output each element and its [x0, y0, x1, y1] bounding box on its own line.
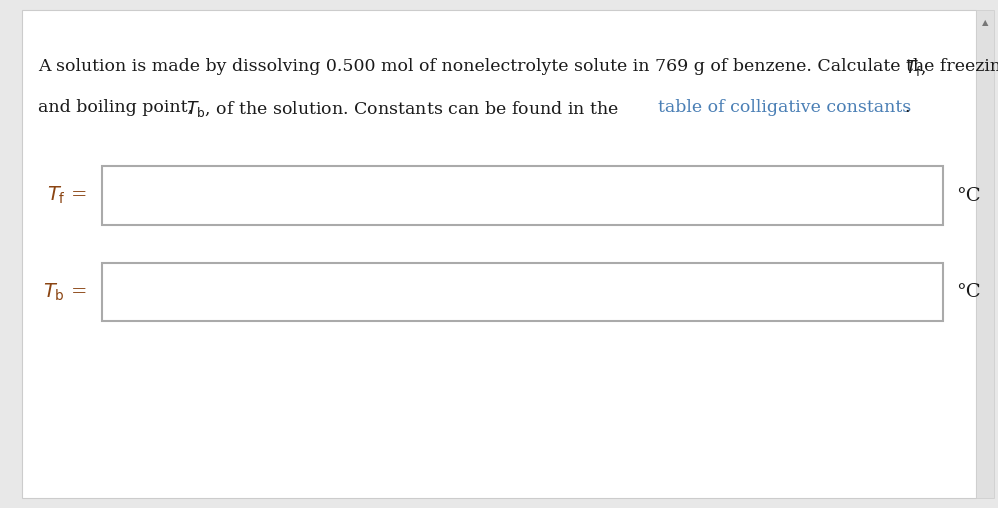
Text: ▲: ▲ — [982, 18, 988, 27]
FancyBboxPatch shape — [22, 10, 976, 498]
Text: and boiling point,: and boiling point, — [38, 99, 199, 116]
FancyBboxPatch shape — [102, 167, 943, 225]
Text: °C: °C — [956, 283, 981, 301]
FancyBboxPatch shape — [102, 263, 943, 322]
Text: .: . — [904, 99, 910, 116]
Text: $\it{T}_{\rm{f}}$,: $\it{T}_{\rm{f}}$, — [905, 58, 926, 78]
Text: A solution is made by dissolving 0.500 mol of nonelectrolyte solute in 769 g of : A solution is made by dissolving 0.500 m… — [38, 58, 998, 75]
Text: °C: °C — [956, 186, 981, 205]
Text: $\it{T}_{\rm{b}}$ =: $\it{T}_{\rm{b}}$ = — [43, 281, 87, 303]
FancyBboxPatch shape — [976, 10, 994, 498]
Text: $\it{T}_{\rm{f}}$ =: $\it{T}_{\rm{f}}$ = — [47, 185, 87, 206]
Text: $\it{T}_{\rm{b}}$, of the solution. Constants can be found in the: $\it{T}_{\rm{b}}$, of the solution. Cons… — [186, 99, 620, 119]
Text: table of colligative constants: table of colligative constants — [658, 99, 911, 116]
